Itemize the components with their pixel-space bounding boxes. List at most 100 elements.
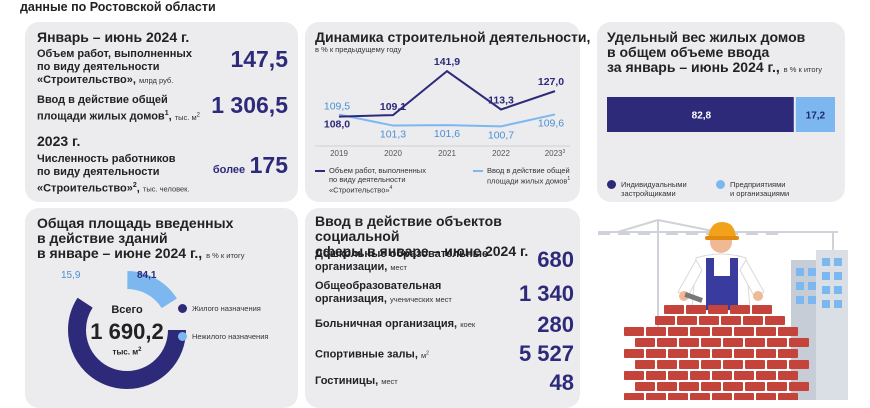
social-row-label: Гостиницы, мест xyxy=(315,375,398,387)
brick xyxy=(723,360,743,369)
brick xyxy=(767,360,787,369)
donut-center-label: Всего xyxy=(111,304,143,316)
x-tick-label: 2021 xyxy=(438,149,456,158)
brick xyxy=(679,360,699,369)
brick xyxy=(723,382,743,391)
brick xyxy=(701,338,721,347)
brick xyxy=(690,327,710,336)
brick xyxy=(701,382,721,391)
data-label: 127,0 xyxy=(538,76,564,88)
donut-center-unit: тыс. м2 xyxy=(112,347,142,357)
social-row-label: Дошкольные образовательные организации, м… xyxy=(315,248,489,273)
housing-area-label: Ввод в действие общей площади жилых домо… xyxy=(37,94,200,123)
brick xyxy=(624,393,644,400)
social-row-value: 680 xyxy=(537,247,574,272)
brick xyxy=(765,316,785,325)
bar-segment-organizations xyxy=(795,97,835,132)
brick xyxy=(646,393,666,400)
brick xyxy=(624,327,644,336)
series-line-works xyxy=(338,69,556,118)
brick xyxy=(655,316,675,325)
brick xyxy=(657,360,677,369)
slice-label-nonresidential: 15,9 xyxy=(61,270,81,281)
brick xyxy=(789,360,809,369)
brick xyxy=(745,360,765,369)
brick xyxy=(712,327,732,336)
x-tick-label: 2020 xyxy=(384,149,402,158)
social-row-value: 48 xyxy=(549,370,574,395)
social-row-value: 280 xyxy=(537,312,574,337)
data-label: 109,6 xyxy=(538,117,564,129)
brick xyxy=(745,338,765,347)
brick xyxy=(635,360,655,369)
share-title: Удельный вес жилых домов в общем объеме … xyxy=(607,29,823,75)
brick xyxy=(657,382,677,391)
brick-wall xyxy=(624,305,809,400)
year-title: 2023 г. xyxy=(37,133,81,149)
legend-dot-residential xyxy=(178,304,187,313)
dynamics-legend-1: Объем работ, выполненных по виду деятельн… xyxy=(315,166,445,195)
brick xyxy=(668,327,688,336)
brick xyxy=(686,305,706,314)
period-title: Январь – июнь 2024 г. xyxy=(37,29,190,45)
card-housing-share: Удельный вес жилых домов в общем объеме … xyxy=(597,22,845,202)
brick xyxy=(743,316,763,325)
brick xyxy=(778,393,798,400)
x-tick-label: 20233 xyxy=(545,149,566,158)
card-key-indicators: Январь – июнь 2024 г. Объем работ, выпол… xyxy=(25,22,298,202)
brick xyxy=(664,305,684,314)
brick xyxy=(730,305,750,314)
card-total-area: Общая площадь введенных в действие здани… xyxy=(25,208,298,408)
brick xyxy=(752,305,772,314)
legend-line-dark xyxy=(315,170,325,172)
workers-prefix: более xyxy=(212,164,246,176)
social-row-label: Больничная организация, коек xyxy=(315,318,476,330)
data-label: 108,0 xyxy=(324,119,350,131)
workers-value: более 175 xyxy=(212,152,288,178)
legend-organizations: Предприятиями и организациями xyxy=(730,180,790,198)
brick xyxy=(756,327,776,336)
stacked-bar-chart: 82,8 17,2 xyxy=(607,97,835,132)
brick xyxy=(624,349,644,358)
brick xyxy=(690,393,710,400)
bar-label: 17,2 xyxy=(806,111,826,122)
social-row-label: Общеобразовательная организация, ученичес… xyxy=(315,280,452,305)
x-tick-label: 2022 xyxy=(492,149,510,158)
social-row-label: Спортивные залы, м2 xyxy=(315,348,429,361)
area-title: Общая площадь введенных в действие здани… xyxy=(37,215,245,261)
social-row-value: 5 527 xyxy=(518,341,574,366)
brick xyxy=(778,327,798,336)
bar-label: 82,8 xyxy=(692,111,712,122)
slice-label-residential: 84,1 xyxy=(137,270,157,281)
data-label: 101,3 xyxy=(380,129,406,141)
brick xyxy=(646,349,666,358)
brick xyxy=(690,371,710,380)
brick xyxy=(756,393,776,400)
brick xyxy=(734,393,754,400)
line-chart: 2019 2020 2021 2022 20233 108,0 109,1 141,9 113,… xyxy=(315,56,570,158)
brick xyxy=(745,382,765,391)
data-label: 113,3 xyxy=(488,94,514,106)
brick xyxy=(712,349,732,358)
brick xyxy=(778,349,798,358)
data-label: 101,6 xyxy=(434,128,460,140)
brick xyxy=(708,305,728,314)
brick xyxy=(734,327,754,336)
brick xyxy=(635,382,655,391)
brick xyxy=(734,371,754,380)
brick xyxy=(767,338,787,347)
x-tick-label: 2019 xyxy=(330,149,348,158)
brick xyxy=(767,382,787,391)
data-label: 109,5 xyxy=(324,101,350,113)
card-social-objects: Ввод в действие объектов социальной сферы… xyxy=(305,208,580,408)
social-title: Ввод в действие объектов социальной сферы… xyxy=(315,213,529,259)
brick xyxy=(789,382,809,391)
dynamics-subtitle: в % к предыдущему году xyxy=(315,45,402,54)
slice-residential xyxy=(68,271,186,389)
legend-dot-organizations xyxy=(716,180,725,189)
works-volume-value: 147,5 xyxy=(230,46,288,72)
brick xyxy=(712,371,732,380)
brick xyxy=(756,349,776,358)
donut-center-value: 1 690,2 xyxy=(90,319,164,344)
builder-with-bricks-icon xyxy=(598,219,848,400)
